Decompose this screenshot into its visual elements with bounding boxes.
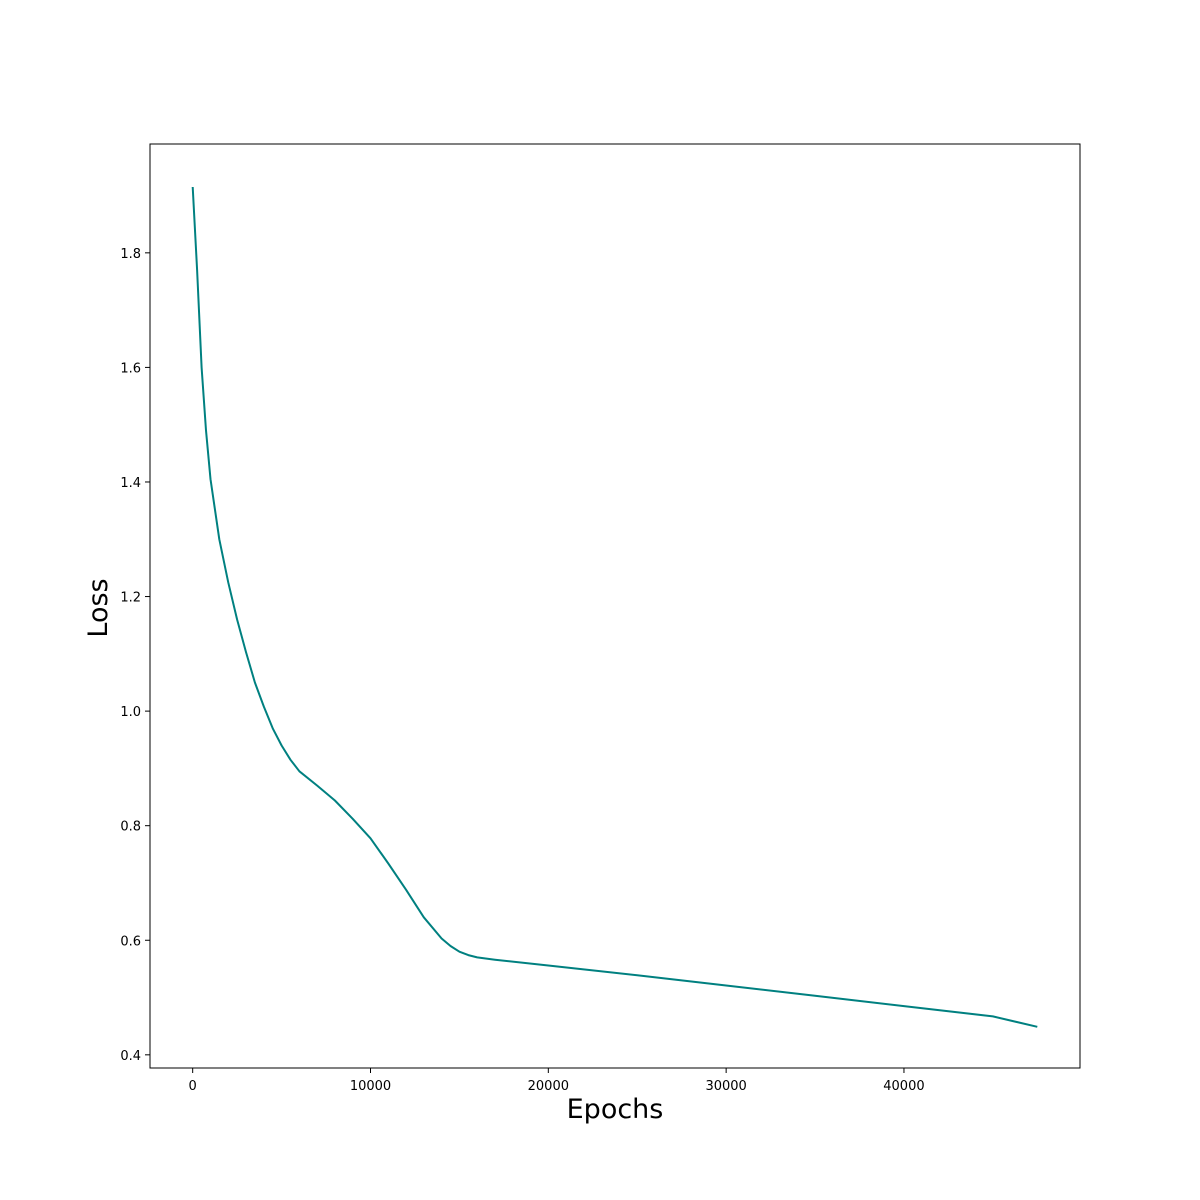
x-axis-label: Epochs [567, 1094, 664, 1125]
y-tick-label: 1.4 [120, 476, 141, 491]
y-tick-label: 0.6 [120, 934, 141, 949]
y-tick-label: 1.2 [120, 591, 141, 606]
loss-series-line [191, 186, 1038, 1028]
plot-content [191, 186, 1038, 1028]
y-axis-label: Loss [83, 578, 114, 637]
x-tick-label: 30000 [705, 1079, 746, 1094]
y-tick-label: 1.0 [120, 705, 141, 720]
x-tick-label: 40000 [883, 1079, 924, 1094]
y-tick-label: 1.8 [120, 247, 141, 262]
x-axis-ticks: 0 10000 20000 30000 40000 [189, 1068, 925, 1094]
x-tick-label: 20000 [528, 1079, 569, 1094]
y-tick-label: 0.4 [120, 1049, 141, 1064]
axes-frame [149, 143, 1081, 1069]
x-tick-label: 0 [189, 1079, 197, 1094]
y-tick-label: 1.6 [120, 361, 141, 376]
y-axis-ticks: 0.4 0.6 0.8 1.0 1.2 1.4 1.6 1.8 [120, 247, 150, 1064]
y-tick-label: 0.8 [120, 820, 141, 835]
x-tick-label: 10000 [350, 1079, 391, 1094]
